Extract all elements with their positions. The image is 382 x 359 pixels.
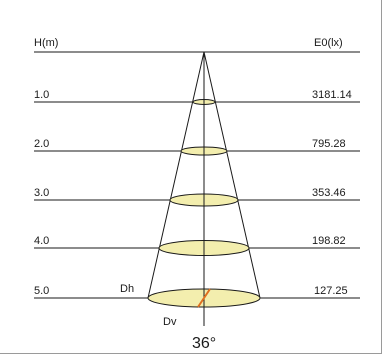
dv-label: Dv [163,316,177,328]
illuminance-value-5: 127.25 [314,285,348,297]
height-value-4: 4.0 [34,235,49,247]
illuminance-value-2: 795.28 [312,138,346,150]
height-value-1: 1.0 [34,89,49,101]
illuminance-value-1: 3181.14 [312,89,352,101]
dh-label: Dh [120,283,134,295]
height-value-3: 3.0 [34,187,49,199]
illuminance-axis-label: E0(lx) [314,37,343,49]
cone-right-edge [203,51,261,299]
cone-left-edge [147,51,205,299]
height-axis-label: H(m) [34,37,58,49]
diameter-marker [197,288,211,308]
illuminance-value-3: 353.46 [312,187,346,199]
illuminance-value-4: 198.82 [312,235,346,247]
beam-angle-label: 36° [192,335,216,352]
height-value-5: 5.0 [34,285,49,297]
height-value-2: 2.0 [34,138,49,150]
